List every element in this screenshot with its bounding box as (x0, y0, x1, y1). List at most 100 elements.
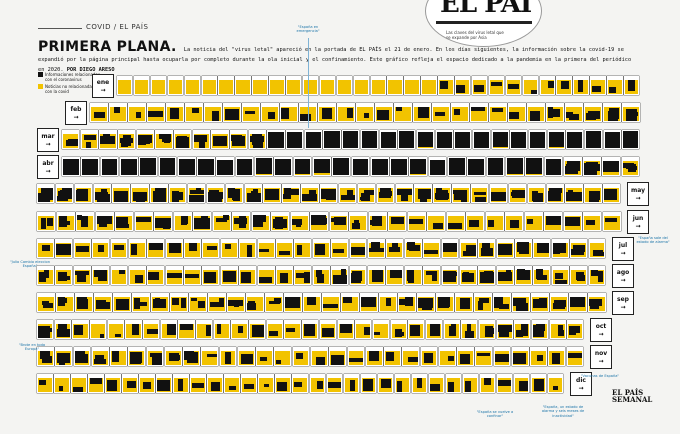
front-page-jun-19 (388, 211, 406, 231)
front-page-feb-4 (147, 103, 165, 123)
front-page-may-14 (282, 184, 300, 204)
front-page-jul-30 (570, 238, 588, 258)
front-page-abr-12 (274, 157, 293, 177)
front-page-dic-18 (326, 374, 343, 394)
front-page-mar-2 (80, 130, 98, 150)
arrow-right-icon: → (620, 276, 626, 284)
front-page-jul-14 (276, 238, 293, 258)
front-page-nov-7 (146, 347, 164, 366)
front-page-oct-7 (143, 319, 160, 339)
front-page-ago-31 (588, 265, 606, 285)
front-page-sep-28 (550, 292, 568, 312)
front-page-dic-29 (513, 374, 530, 394)
front-page-ago-6 (128, 265, 146, 285)
front-page-sep-8 (170, 292, 188, 312)
front-page-sep-4 (94, 292, 112, 312)
front-page-abr-22 (467, 157, 486, 177)
front-page-ene-20 (438, 76, 454, 95)
front-page-ene-2 (133, 76, 150, 95)
front-page-ago-21 (404, 265, 422, 285)
front-page-oct-25 (461, 319, 478, 339)
month-label-oct: oct → (590, 317, 612, 342)
arrow-right-icon: → (620, 303, 626, 311)
lead-body: La noticia del "virus letal" apareció en… (38, 47, 632, 73)
front-page-feb-14 (337, 103, 355, 123)
front-page-feb-21 (470, 103, 488, 123)
front-page-nov-30 (566, 347, 584, 366)
front-page-sep-10 (208, 292, 226, 312)
front-page-may-5 (112, 184, 130, 204)
month-name: ago (616, 268, 630, 276)
front-page-nov-29 (548, 347, 566, 366)
front-page-ene-3 (150, 76, 167, 95)
front-page-may-19 (376, 184, 395, 204)
front-page-nov-16 (311, 347, 328, 366)
front-page-jul-2 (55, 238, 73, 258)
front-page-feb-28 (603, 103, 621, 123)
front-page-jun-7 (154, 211, 172, 231)
front-page-jul-13 (257, 238, 275, 258)
front-page-may-20 (395, 184, 413, 204)
front-page-mar-17 (360, 130, 379, 150)
front-page-feb-5 (166, 103, 184, 123)
month-name: jul (618, 241, 628, 249)
front-page-mar-30 (603, 130, 621, 150)
front-page-dic-13 (241, 374, 257, 394)
front-page-abr-24 (505, 157, 524, 177)
front-page-nov-20 (384, 347, 401, 366)
annotation-europa: "Brote en toda Europa" (18, 343, 46, 352)
front-page-may-23 (452, 184, 470, 204)
front-page-ene-18 (404, 76, 420, 95)
front-page-sep-20 (398, 292, 416, 312)
month-label-ene: ene → (92, 74, 114, 98)
front-page-abr-25 (525, 157, 543, 177)
front-page-jun-26 (524, 211, 543, 231)
front-page-abr-8 (197, 157, 215, 177)
front-page-ago-14 (276, 265, 293, 285)
legend-label-covid: Informaciones relacionadas con el corona… (45, 72, 100, 82)
front-page-mar-11 (248, 130, 266, 150)
front-page-ago-24 (459, 265, 477, 285)
front-page-sep-21 (417, 292, 435, 312)
front-page-may-2 (55, 184, 74, 204)
header-rule (38, 28, 82, 29)
front-page-ago-23 (441, 265, 459, 285)
front-page-jun-18 (368, 211, 387, 231)
front-page-jul-28 (533, 238, 551, 258)
month-name: ene (96, 79, 110, 86)
front-page-feb-13 (318, 103, 336, 123)
front-page-oct-10 (196, 319, 213, 339)
front-page-jul-25 (478, 238, 496, 258)
front-page-abr-27 (563, 157, 582, 177)
footer-logo-line2: SEMANAL (612, 395, 653, 404)
front-page-jun-16 (329, 211, 348, 231)
lead-title: PRIMERA PLANA. (38, 39, 177, 55)
front-page-ene-19 (421, 76, 437, 95)
front-page-oct-4 (90, 319, 107, 339)
front-page-ago-16 (312, 265, 330, 285)
front-page-sep-16 (322, 292, 340, 312)
arrow-right-icon: → (578, 385, 584, 393)
front-page-oct-15 (284, 319, 301, 339)
front-page-may-28 (546, 184, 564, 204)
front-page-oct-6 (125, 319, 142, 339)
front-page-jun-10 (212, 211, 231, 231)
front-page-jul-27 (515, 238, 532, 258)
front-page-jul-11 (220, 238, 238, 258)
front-page-dic-20 (360, 374, 377, 394)
legend-item-other: Noticias no relacionadas con la covid (38, 84, 100, 94)
front-page-dic-16 (292, 374, 308, 394)
front-page-feb-26 (565, 103, 583, 123)
front-page-mar-15 (323, 130, 341, 150)
front-page-ago-18 (349, 265, 367, 285)
front-page-abr-15 (332, 157, 350, 177)
front-page-feb-15 (356, 103, 374, 123)
front-page-nov-14 (274, 347, 292, 366)
arrow-right-icon: → (635, 222, 641, 230)
front-page-ago-1 (37, 265, 54, 285)
newspaper-masthead: EL PAÍ (440, 0, 532, 19)
front-page-feb-2 (109, 103, 127, 123)
front-page-ago-17 (331, 265, 349, 285)
front-page-dic-25 (445, 374, 462, 394)
